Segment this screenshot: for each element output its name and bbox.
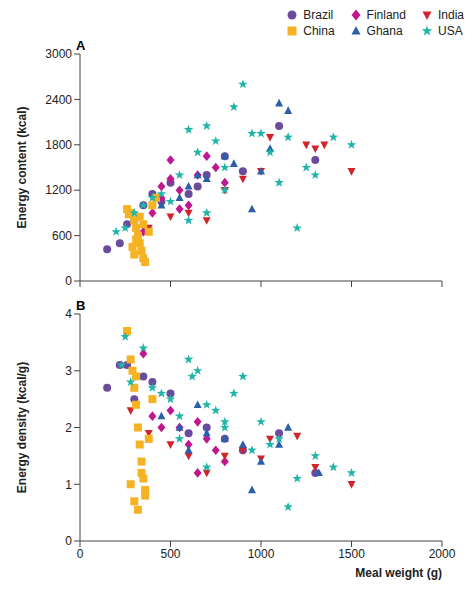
html-text:Ghana: Ghana [366, 24, 403, 38]
svg-text:0: 0 [77, 547, 84, 561]
html-text:A: A [76, 38, 86, 53]
svg-text:2: 2 [65, 421, 72, 435]
svg-text:600: 600 [52, 229, 72, 243]
html-text:China: China [303, 24, 335, 38]
svg-text:3: 3 [65, 364, 72, 378]
svg-text:0: 0 [65, 274, 72, 288]
svg-text:2400: 2400 [45, 93, 72, 107]
svg-text:0: 0 [65, 534, 72, 548]
html-text:USA: USA [438, 24, 463, 38]
svg-text:3000: 3000 [45, 47, 72, 61]
svg-text:1200: 1200 [45, 183, 72, 197]
html-text:Brazil: Brazil [303, 8, 334, 22]
svg-text:4: 4 [65, 307, 72, 321]
svg-text:Energy density (kcal/g): Energy density (kcal/g) [15, 362, 29, 493]
html-text:B: B [76, 298, 86, 313]
html-text:India: India [438, 8, 464, 22]
svg-text:1800: 1800 [45, 138, 72, 152]
html-text:Finland: Finland [366, 8, 406, 22]
svg-text:1: 1 [65, 478, 72, 492]
svg-text:2000: 2000 [429, 547, 456, 561]
svg-text:1000: 1000 [248, 547, 275, 561]
svg-text:1500: 1500 [338, 547, 365, 561]
svg-text:Energy content (kcal): Energy content (kcal) [15, 106, 29, 228]
svg-text:500: 500 [160, 547, 180, 561]
svg-text:Meal weight (g): Meal weight (g) [355, 566, 442, 580]
